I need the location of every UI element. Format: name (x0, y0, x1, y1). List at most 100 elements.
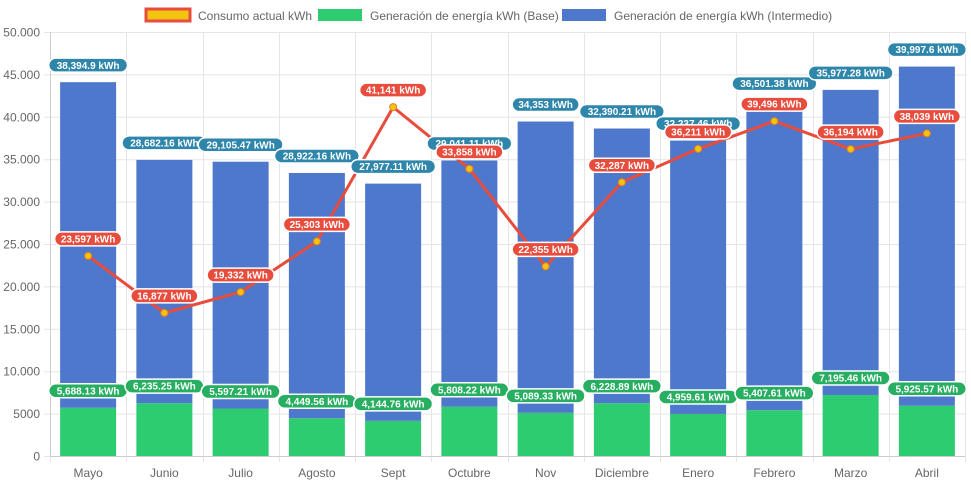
label-text: 5,688.13 kWh (57, 386, 120, 397)
line-point[interactable] (236, 288, 245, 297)
label-bg (816, 124, 885, 140)
legend-intermedio[interactable]: Generación de energía kWh (Intermedio) (562, 9, 832, 23)
bar-base[interactable] (670, 413, 727, 456)
data-label-consumo: 38,039 kWh (892, 108, 962, 125)
line-point[interactable] (541, 262, 550, 271)
line-point[interactable] (617, 178, 626, 187)
data-label-base: 5,407.61 kWh (734, 385, 815, 401)
data-label-consumo: 39,496 kWh (740, 96, 809, 112)
bar-base[interactable] (441, 406, 498, 456)
label-text: 34,353 kWh (518, 100, 572, 111)
data-label-base: 5,597.21 kWh (200, 383, 281, 400)
data-label-base: 6,228.89 kWh (581, 378, 663, 394)
data-label-consumo: 23,597 kWh (53, 231, 123, 247)
data-label-base: 5,688.13 kWh (47, 383, 129, 399)
bar-intermedio[interactable] (288, 173, 345, 419)
label-text: 5,089.33 kWh (514, 391, 577, 402)
label-bg (47, 57, 129, 73)
bar-base[interactable] (898, 405, 955, 456)
x-tick-label: Nov (535, 466, 556, 480)
bar-base[interactable] (288, 418, 345, 456)
bar-intermedio[interactable] (212, 161, 269, 409)
label-text: 25,303 kWh (290, 220, 344, 231)
label-text: 16,877 kWh (137, 291, 191, 302)
line-point[interactable] (312, 237, 321, 246)
data-label-consumo: 36,194 kWh (816, 124, 885, 140)
label-bg (130, 288, 199, 304)
label-bg (200, 383, 281, 400)
bar-base[interactable] (136, 403, 193, 456)
x-tick-label: Abril (915, 466, 939, 480)
data-label-consumo: 36,211 kWh (663, 124, 733, 140)
data-label-intermedio: 32,390.21 kWh (578, 103, 665, 120)
label-bg (511, 241, 580, 258)
line-consumo (87, 105, 928, 315)
label-text: 22,355 kWh (518, 245, 572, 256)
x-axis: Mayo Junio Julio Agosto Sept Octubre Nov Diciem… (73, 466, 938, 480)
legend-base[interactable]: Generación de energía kWh (Base) (318, 9, 559, 23)
y-tick-label: 50.000 (3, 26, 40, 40)
y-tick-label: 45.000 (3, 68, 40, 82)
data-label-base: 5,925.57 kWh (886, 381, 968, 397)
y-tick-label: 10.000 (3, 365, 40, 379)
data-label-consumo: 19,332 kWh (206, 267, 275, 283)
label-text: 6,235.25 kWh (133, 382, 196, 393)
label-text: 28,922.16 kWh (283, 152, 351, 163)
data-label-base: 5,808.22 kWh (429, 381, 510, 398)
x-tick-label: Enero (682, 466, 714, 480)
bar-intermedio[interactable] (670, 140, 727, 414)
bar-base[interactable] (365, 420, 422, 456)
line-point[interactable] (84, 251, 93, 260)
y-axis: 0 5000 10.000 15.000 20.000 25.000 30.000 35.00… (3, 26, 965, 464)
data-label-intermedio: 36,501.38 kWh (731, 75, 818, 92)
data-label-base: 4,959.61 kWh (657, 389, 739, 405)
x-tick-label: Octubre (448, 466, 491, 480)
label-text: 36,211 kWh (671, 128, 725, 139)
x-tick-label: Agosto (298, 466, 336, 480)
data-labels: 5,688.13 kWh 38,394.9 kWh 6,235.25 kWh 28,6… (47, 41, 968, 412)
line-point[interactable] (846, 145, 855, 154)
label-text: 5,407.61 kWh (743, 389, 806, 400)
bar-base[interactable] (517, 412, 574, 456)
label-bg (352, 396, 434, 412)
legend-label: Generación de energía kWh (Base) (370, 9, 559, 23)
x-tick-label: Diciembre (595, 466, 649, 480)
legend-consumo[interactable]: Consumo actual kWh (144, 7, 312, 23)
bar-base[interactable] (746, 410, 803, 456)
label-bg (273, 148, 360, 164)
data-label-base: 6,235.25 kWh (124, 378, 205, 394)
legend-label: Consumo actual kWh (198, 9, 312, 23)
data-label-intermedio: 39,997.6 kWh (886, 41, 968, 58)
bar-base[interactable] (593, 403, 650, 456)
x-tick-label: Junio (150, 466, 179, 480)
line-point[interactable] (389, 103, 398, 112)
y-tick-label: 0 (33, 450, 40, 464)
line-point[interactable] (465, 164, 474, 173)
label-text: 35,977.28 kWh (816, 68, 884, 79)
label-bg (358, 82, 428, 98)
data-label-intermedio: 28,922.16 kWh (273, 148, 360, 164)
label-text: 38,039 kWh (900, 112, 954, 123)
bar-intermedio[interactable] (441, 160, 498, 407)
data-label-intermedio: 38,394.9 kWh (47, 57, 129, 73)
bar-base[interactable] (60, 407, 117, 456)
y-tick-label: 40.000 (3, 110, 40, 124)
label-bg (734, 385, 815, 401)
bar-intermedio[interactable] (746, 100, 803, 411)
y-tick-label: 30.000 (3, 195, 40, 209)
line-point[interactable] (770, 117, 779, 126)
bar-base[interactable] (822, 394, 879, 456)
label-text: 39,997.6 kWh (895, 45, 958, 56)
line-point[interactable] (160, 308, 169, 317)
bar-base[interactable] (212, 408, 269, 456)
x-tick-label: Julio (228, 466, 253, 480)
line-point[interactable] (694, 144, 703, 153)
data-label-intermedio: 28,682.16 kWh (121, 135, 208, 151)
bar-intermedio[interactable] (136, 159, 193, 404)
label-bg (807, 65, 894, 81)
x-tick-label: Sept (381, 466, 406, 480)
bar-intermedio[interactable] (365, 183, 422, 421)
label-text: 32,287 kWh (595, 161, 649, 172)
data-label-consumo: 32,287 kWh (587, 157, 657, 173)
line-point[interactable] (922, 129, 931, 138)
